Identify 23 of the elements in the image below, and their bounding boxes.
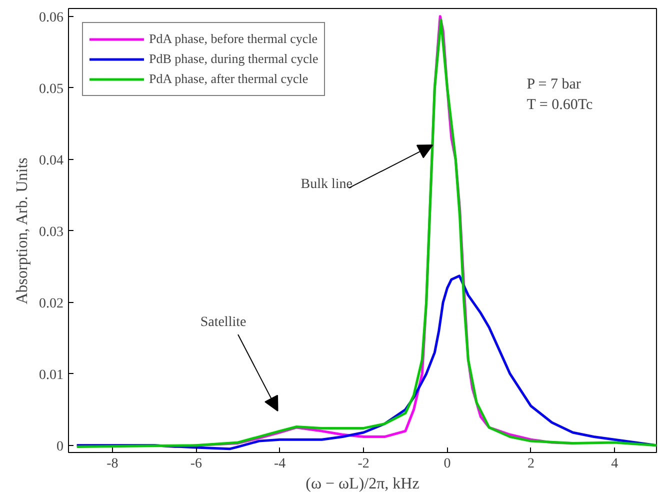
y-tick-label: 0.06 [39, 10, 64, 26]
x-tick-label: -6 [190, 456, 202, 472]
x-axis-title: (ω − ωL)/2π, kHz [306, 476, 420, 492]
annotation: Bulk line [300, 176, 353, 192]
x-tick-label: 4 [611, 456, 618, 472]
annotation: T = 0.60Tc [526, 97, 593, 114]
x-tick-label: 2 [527, 456, 534, 472]
y-tick-label: 0 [56, 439, 64, 454]
y-tick-label: 0.03 [39, 224, 64, 240]
annotation: Satellite [200, 314, 246, 330]
x-tick-label: -4 [274, 456, 286, 472]
x-tick-label: 0 [444, 456, 451, 472]
y-axis-title: Absorption, Arb. Units [14, 158, 31, 304]
y-tick-label: 0.05 [39, 82, 64, 97]
x-tick-label: -8 [106, 456, 118, 472]
y-tick-label: 0.01 [39, 368, 64, 383]
annotation: P = 7 bar [526, 76, 581, 92]
x-tick-label: -2 [358, 456, 370, 472]
legend-label: PdA phase, before thermal cycle [149, 31, 318, 47]
legend-label: PdA phase, after thermal cycle [149, 71, 308, 87]
y-tick-label: 0.04 [39, 153, 64, 168]
legend-label: PdB phase, during thermal cycle [149, 51, 318, 67]
y-tick-label: 0.02 [39, 296, 64, 312]
